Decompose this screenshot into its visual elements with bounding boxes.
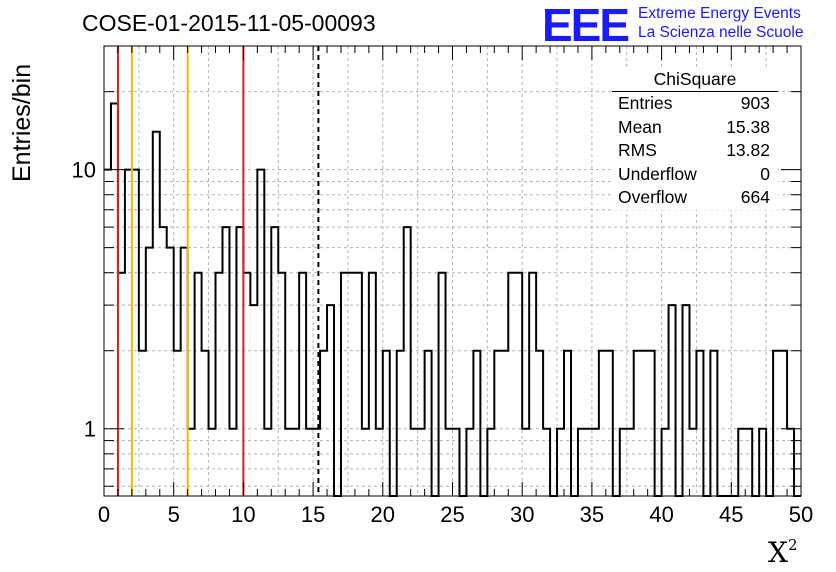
- x-tick-label: 5: [168, 502, 180, 527]
- stats-value: 903: [740, 93, 770, 113]
- x-tick-label: 35: [580, 502, 604, 527]
- y-tick-label: 10: [72, 158, 96, 183]
- y-axis-label: Entries/bin: [8, 63, 36, 182]
- x-tick-label: 25: [440, 502, 464, 527]
- stats-row-underflow: Underflow 0: [612, 163, 778, 187]
- x-tick-label: 50: [789, 502, 813, 527]
- x-tick-label: 15: [301, 502, 325, 527]
- x-tick-label: 0: [98, 502, 110, 527]
- stats-value: 15.38: [726, 116, 770, 137]
- x-axis-label: X2: [768, 536, 797, 569]
- x-axis-label-base: X: [768, 536, 788, 569]
- stats-row-overflow: Overflow 664: [612, 186, 778, 210]
- y-tick-label: 1: [84, 417, 96, 442]
- stats-label: RMS: [618, 140, 657, 160]
- logo-caption: Extreme Energy Events La Scienza nelle S…: [638, 4, 803, 42]
- stats-label: Underflow: [618, 163, 697, 184]
- x-tick-label: 40: [649, 502, 673, 527]
- chart-title: COSE-01-2015-11-05-00093: [82, 10, 376, 36]
- x-tick-label: 45: [719, 502, 743, 527]
- eee-logo: EEE: [542, 0, 630, 51]
- stats-box: ChiSquare Entries 903 Mean 15.38 RMS 13.…: [612, 67, 778, 210]
- x-tick-label: 20: [371, 502, 395, 527]
- stats-value: 13.82: [726, 140, 770, 160]
- stats-row-rms: RMS 13.82: [612, 139, 778, 163]
- x-tick-label: 30: [510, 502, 534, 527]
- logo-caption-line1: Extreme Energy Events: [638, 5, 801, 22]
- x-axis-label-superscript: 2: [787, 536, 798, 554]
- stats-row-mean: Mean 15.38: [612, 116, 778, 140]
- stats-row-entries: Entries 903: [612, 92, 778, 116]
- logo-caption-line2: La Scienza nelle Scuole: [638, 24, 804, 41]
- x-tick-label: 10: [231, 502, 255, 527]
- stats-box-title: ChiSquare: [612, 67, 778, 92]
- stats-value: 0: [760, 163, 770, 184]
- stats-value: 664: [740, 187, 770, 207]
- stats-label: Entries: [618, 93, 673, 113]
- stats-label: Overflow: [618, 187, 688, 207]
- stats-label: Mean: [618, 116, 662, 137]
